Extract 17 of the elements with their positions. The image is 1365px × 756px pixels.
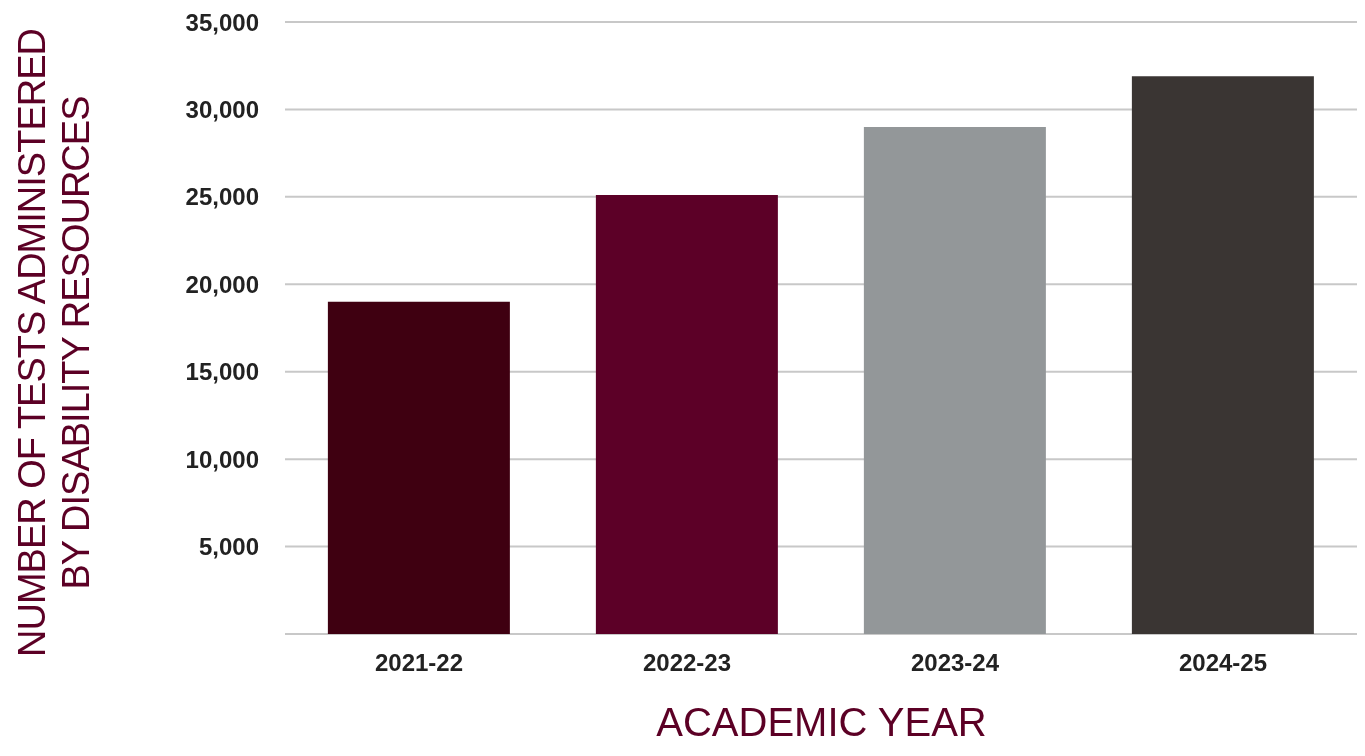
x-tick-label: 2023-24: [910, 649, 1000, 677]
y-axis-title: NUMBER OF TESTS ADMINISTERED BY DISABILITY RESOURCES: [10, 28, 98, 659]
x-tick-label: 2021-22: [374, 649, 464, 677]
y-tick-label: 20,000: [185, 270, 259, 298]
y-tick-label: 5,000: [198, 533, 259, 561]
x-tick-label: 2024-25: [1178, 649, 1268, 677]
bar: [1131, 76, 1314, 634]
y-tick-label: 15,000: [185, 358, 259, 386]
x-axis-title: ACADEMIC YEAR: [655, 700, 988, 745]
y-tick-label: 30,000: [185, 95, 259, 123]
bar: [863, 126, 1046, 634]
y-tick-label: 25,000: [185, 183, 259, 211]
y-tick-label: 35,000: [185, 8, 259, 36]
bar: [595, 195, 778, 634]
x-tick-label: 2022-23: [642, 649, 732, 677]
y-tick-label: 10,000: [185, 445, 259, 473]
bar: [327, 301, 510, 634]
